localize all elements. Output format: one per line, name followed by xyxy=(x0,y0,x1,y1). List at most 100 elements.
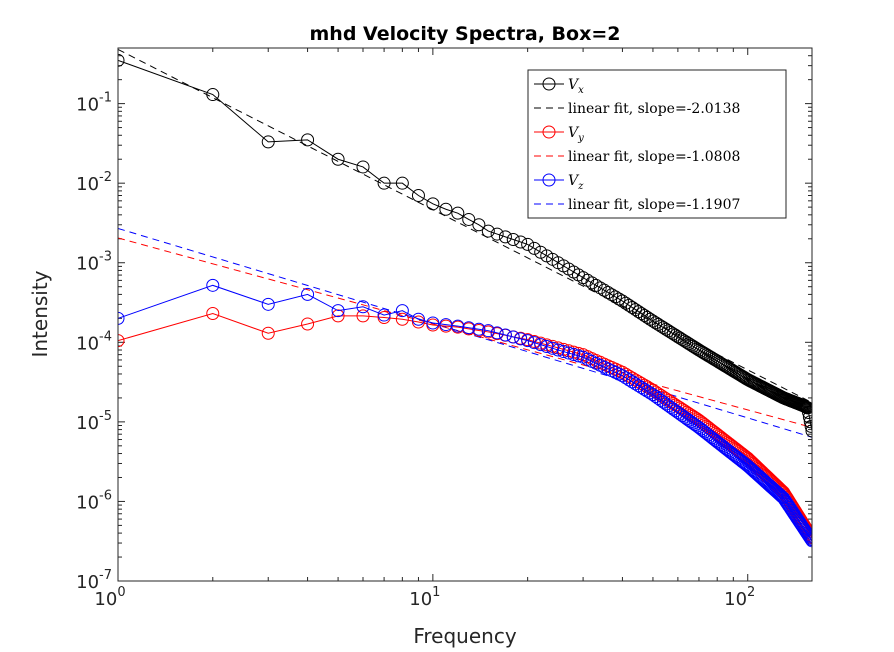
data-point-x xyxy=(481,224,495,238)
data-point-z xyxy=(671,405,685,419)
data-point-z xyxy=(669,404,683,418)
series-z xyxy=(118,278,812,548)
data-point-z xyxy=(557,345,571,359)
data-point-x xyxy=(625,301,639,315)
data-point-z xyxy=(805,534,812,548)
legend-marker-y xyxy=(542,125,556,139)
data-point-z xyxy=(261,297,275,311)
data-point-x xyxy=(514,235,528,249)
data-point-z xyxy=(707,432,721,446)
data-point-z xyxy=(801,527,812,541)
data-point-x xyxy=(802,410,812,424)
legend-fit-label-y: linear fit, slope=-1.0808 xyxy=(568,149,740,165)
data-point-x xyxy=(804,419,812,433)
data-point-z xyxy=(514,332,528,346)
data-point-z xyxy=(571,349,585,363)
data-point-z xyxy=(615,369,629,383)
data-point-z xyxy=(567,347,581,361)
y-tick-label: 10-7 xyxy=(76,568,112,593)
data-point-y xyxy=(206,307,220,321)
data-point-z xyxy=(506,330,520,344)
data-point-z xyxy=(664,400,678,414)
data-point-y xyxy=(411,315,425,329)
legend-fit-label-x: linear fit, slope=-2.0138 xyxy=(568,101,740,117)
data-point-z xyxy=(709,434,722,447)
data-point-z xyxy=(481,324,495,338)
data-point-z xyxy=(777,491,791,505)
legend: Vx linear fit, slope=-2.0138 Vy linear fit,… xyxy=(527,69,787,219)
data-point-x xyxy=(439,202,453,216)
y-tick-label: 10-5 xyxy=(76,409,112,434)
data-point-z xyxy=(498,328,512,342)
legend-label-y: Vy xyxy=(568,125,584,144)
data-point-x xyxy=(506,233,520,247)
data-point-z xyxy=(675,409,689,423)
data-point-z xyxy=(774,489,788,503)
data-point-y xyxy=(395,312,409,326)
data-point-z xyxy=(804,533,812,547)
data-point-x xyxy=(356,160,370,174)
data-point-z xyxy=(301,287,315,301)
data-point-x xyxy=(622,298,636,312)
data-point-x xyxy=(615,294,629,308)
data-point-x xyxy=(261,135,275,149)
data-point-x xyxy=(462,212,476,226)
data-point-z xyxy=(673,407,687,421)
x-tick-label: 100 xyxy=(94,585,125,610)
data-point-z xyxy=(712,436,726,450)
data-point-z xyxy=(803,531,812,545)
data-point-z xyxy=(802,530,812,544)
legend-label-z: Vz xyxy=(568,173,584,192)
data-point-x xyxy=(534,245,548,259)
y-axis-label: Intensity xyxy=(28,270,52,357)
y-tick-label: 10-4 xyxy=(76,329,112,354)
data-point-z xyxy=(462,321,476,335)
chart-title: mhd Velocity Spectra, Box=2 xyxy=(310,23,621,45)
data-point-x xyxy=(331,152,345,166)
data-point-x xyxy=(521,237,535,251)
data-point-z xyxy=(622,373,636,387)
data-point-x xyxy=(601,285,615,299)
y-tick-label: 10-2 xyxy=(76,170,112,195)
data-point-z xyxy=(802,529,812,543)
legend-box xyxy=(527,69,787,219)
data-point-x xyxy=(593,281,607,295)
data-point-x xyxy=(619,296,633,310)
data-point-z xyxy=(534,338,548,352)
legend-label-x: Vx xyxy=(568,77,584,96)
data-point-z xyxy=(206,278,220,292)
data-point-x xyxy=(803,415,812,429)
legend-fit-label-z: linear fit, slope=-1.1907 xyxy=(568,197,740,213)
data-point-x xyxy=(118,53,125,67)
data-point-x xyxy=(451,206,465,220)
data-point-z xyxy=(521,334,535,348)
axes-box xyxy=(117,47,813,582)
data-point-z xyxy=(625,375,639,389)
tick-marks xyxy=(117,47,812,582)
data-point-x xyxy=(301,133,315,147)
series-group xyxy=(118,53,812,548)
data-point-x xyxy=(589,278,603,292)
data-point-y xyxy=(331,309,345,323)
data-point-z xyxy=(666,402,680,416)
data-point-x xyxy=(802,406,812,420)
data-point-z xyxy=(714,438,728,452)
x-tick-label: 102 xyxy=(724,585,755,610)
data-point-y xyxy=(356,309,370,323)
data-point-z xyxy=(331,304,345,318)
x-tick-label: 101 xyxy=(409,585,440,610)
data-point-x xyxy=(426,197,440,211)
data-point-y xyxy=(261,326,275,340)
data-point-z xyxy=(710,435,724,449)
data-point-z xyxy=(619,371,633,385)
data-point-x xyxy=(585,276,599,290)
data-point-x xyxy=(472,218,486,232)
data-point-x xyxy=(605,288,619,302)
data-point-z xyxy=(472,322,486,336)
y-tick-label: 10-1 xyxy=(76,91,112,116)
data-point-z xyxy=(377,308,391,322)
data-point-z xyxy=(490,326,504,340)
data-point-x xyxy=(597,283,611,297)
data-point-x xyxy=(527,241,541,255)
